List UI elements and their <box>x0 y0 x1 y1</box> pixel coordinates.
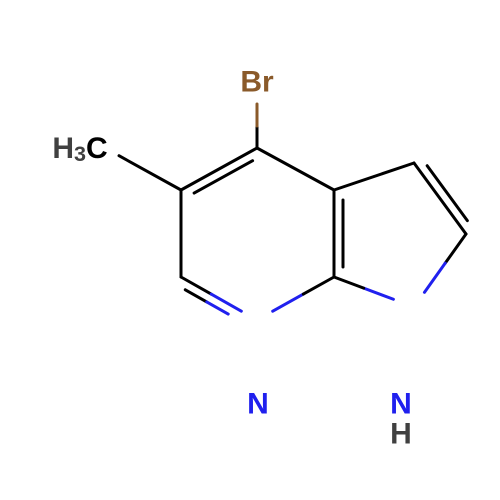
bond <box>364 288 394 299</box>
bond <box>303 277 334 294</box>
bond <box>424 263 445 292</box>
bond <box>185 290 206 302</box>
atom-label: N <box>390 388 412 421</box>
bond <box>334 163 414 190</box>
bond <box>445 234 466 263</box>
bond <box>207 302 228 314</box>
bond <box>427 166 467 221</box>
bond <box>273 294 304 311</box>
atom-label-h3c: H3C <box>52 132 107 167</box>
bond <box>181 148 257 190</box>
molecule-diagram: BrNNHH3C <box>0 0 500 500</box>
atom-label: Br <box>240 66 274 99</box>
atom-label: H <box>390 418 412 451</box>
atom-label: N <box>247 388 269 421</box>
bond <box>257 148 334 190</box>
bond <box>414 163 466 234</box>
bond <box>334 277 364 288</box>
bond <box>119 156 181 190</box>
